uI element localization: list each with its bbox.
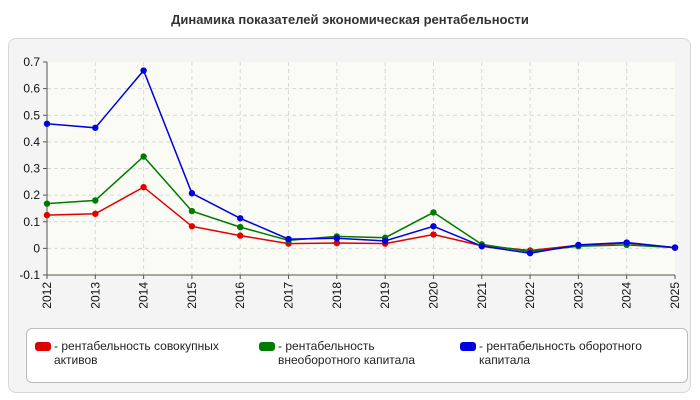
x-tick-label: 2022 (523, 282, 537, 309)
legend-swatch-green (259, 342, 275, 351)
y-tick-label: 0.7 (23, 55, 40, 69)
chart-title: Динамика показателей экономическая рента… (171, 12, 529, 27)
x-tick-label: 2020 (426, 282, 440, 309)
legend-label: рентабельность оборотного капитала (479, 339, 685, 367)
data-point-series-1 (188, 223, 196, 230)
data-point-series-1 (92, 210, 99, 217)
x-tick-label: 2014 (137, 282, 151, 309)
x-tick-label: 2013 (88, 282, 102, 309)
data-point-series-1 (333, 239, 341, 247)
y-tick-label: 0.5 (23, 108, 40, 122)
data-point-series-3 (237, 215, 244, 222)
x-tick-label: 2012 (40, 282, 54, 309)
series-lines (43, 67, 679, 257)
series-line-3 (46, 69, 676, 254)
data-point-series-3 (575, 241, 582, 249)
data-point-series-2 (140, 153, 147, 160)
data-point-series-1 (237, 232, 244, 239)
data-point-series-3 (430, 223, 437, 230)
y-tick-label: 0.6 (23, 82, 40, 96)
x-tick-label: 2017 (282, 282, 296, 309)
data-point-series-3 (188, 190, 196, 197)
x-tick-label: 2018 (330, 282, 344, 309)
data-point-series-3 (43, 120, 51, 127)
series-line-2 (46, 155, 676, 253)
data-point-series-1 (430, 231, 437, 238)
y-tick-label: 0.4 (23, 135, 40, 149)
data-point-series-3 (381, 237, 389, 245)
data-point-series-1 (43, 211, 51, 219)
data-point-series-3 (140, 67, 147, 74)
data-point-series-2 (188, 207, 196, 215)
y-tick-label: 0 (33, 241, 40, 255)
data-point-series-3 (285, 235, 292, 243)
legend-swatch-blue (460, 342, 476, 351)
legend-swatch-red (35, 342, 51, 351)
x-tick-labels: 2012 2013 2014 2015 2016 2017 2018 2019 2020 2021… (40, 275, 682, 309)
data-point-series-2 (430, 209, 437, 216)
x-tick-label: 2023 (571, 282, 585, 309)
data-point-series-3 (92, 124, 99, 131)
legend-label: рентабельность внеоборотного капитала (278, 339, 459, 367)
x-tick-label: 2024 (620, 282, 634, 309)
y-tick-labels: -0.1 0 0.1 0.2 0.3 0.4 0.5 0.6 0.7 (19, 55, 47, 282)
x-tick-label: 2021 (475, 282, 489, 309)
y-tick-label: -0.1 (19, 268, 40, 282)
data-point-series-3 (623, 239, 630, 246)
data-point-series-3 (333, 235, 341, 242)
data-point-series-3 (671, 244, 679, 251)
x-tick-label: 2015 (185, 282, 199, 309)
y-tick-label: 0.1 (23, 215, 40, 229)
data-point-series-3 (478, 243, 485, 250)
legend-item-assets: рентабельность совокупных активов (35, 339, 250, 367)
x-tick-label: 2025 (668, 282, 682, 309)
legend-item-current: рентабельность оборотного капитала (460, 339, 685, 367)
x-tick-label: 2016 (233, 282, 247, 309)
y-tick-label: 0.3 (23, 162, 40, 176)
legend: рентабельность совокупных активов рентаб… (26, 328, 688, 383)
data-point-series-2 (237, 223, 244, 231)
data-point-series-2 (92, 197, 99, 204)
data-point-series-1 (140, 183, 147, 191)
data-point-series-3 (526, 249, 534, 257)
y-tick-label: 0.2 (23, 188, 40, 202)
legend-item-noncurrent: рентабельность внеоборотного капитала (259, 339, 459, 367)
legend-label: рентабельность совокупных активов (54, 339, 250, 367)
x-tick-label: 2019 (378, 282, 392, 309)
data-point-series-2 (43, 200, 51, 207)
